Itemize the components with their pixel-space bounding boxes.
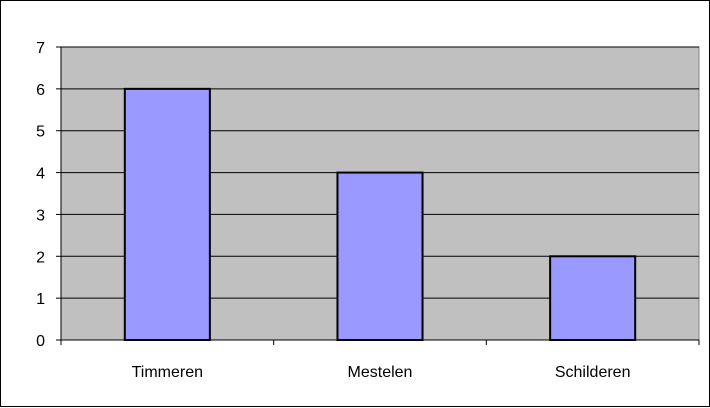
bars	[123, 87, 637, 342]
y-tick-label-1: 1	[36, 291, 45, 308]
y-tick-label-6: 6	[36, 82, 45, 99]
y-tick-label-2: 2	[36, 249, 45, 266]
y-tick-label-3: 3	[36, 207, 45, 224]
x-category-label-timmeren: Timmeren	[132, 364, 203, 381]
x-category-label-schilderen: Schilderen	[555, 364, 631, 381]
y-tick-label-5: 5	[36, 124, 45, 141]
x-category-label-mestelen: Mestelen	[348, 364, 413, 381]
y-tick-label-0: 0	[36, 333, 45, 350]
bar-mestelen	[336, 171, 424, 341]
y-tick-label-7: 7	[36, 40, 45, 57]
axis-labels: 0 1 2 3 4 5 6 7 Timmeren Mestelen Schilderen	[36, 40, 630, 381]
axes	[56, 46, 700, 345]
bar-schilderen	[549, 255, 637, 342]
y-tick-label-4: 4	[36, 166, 45, 183]
bar-timmeren	[123, 87, 211, 341]
